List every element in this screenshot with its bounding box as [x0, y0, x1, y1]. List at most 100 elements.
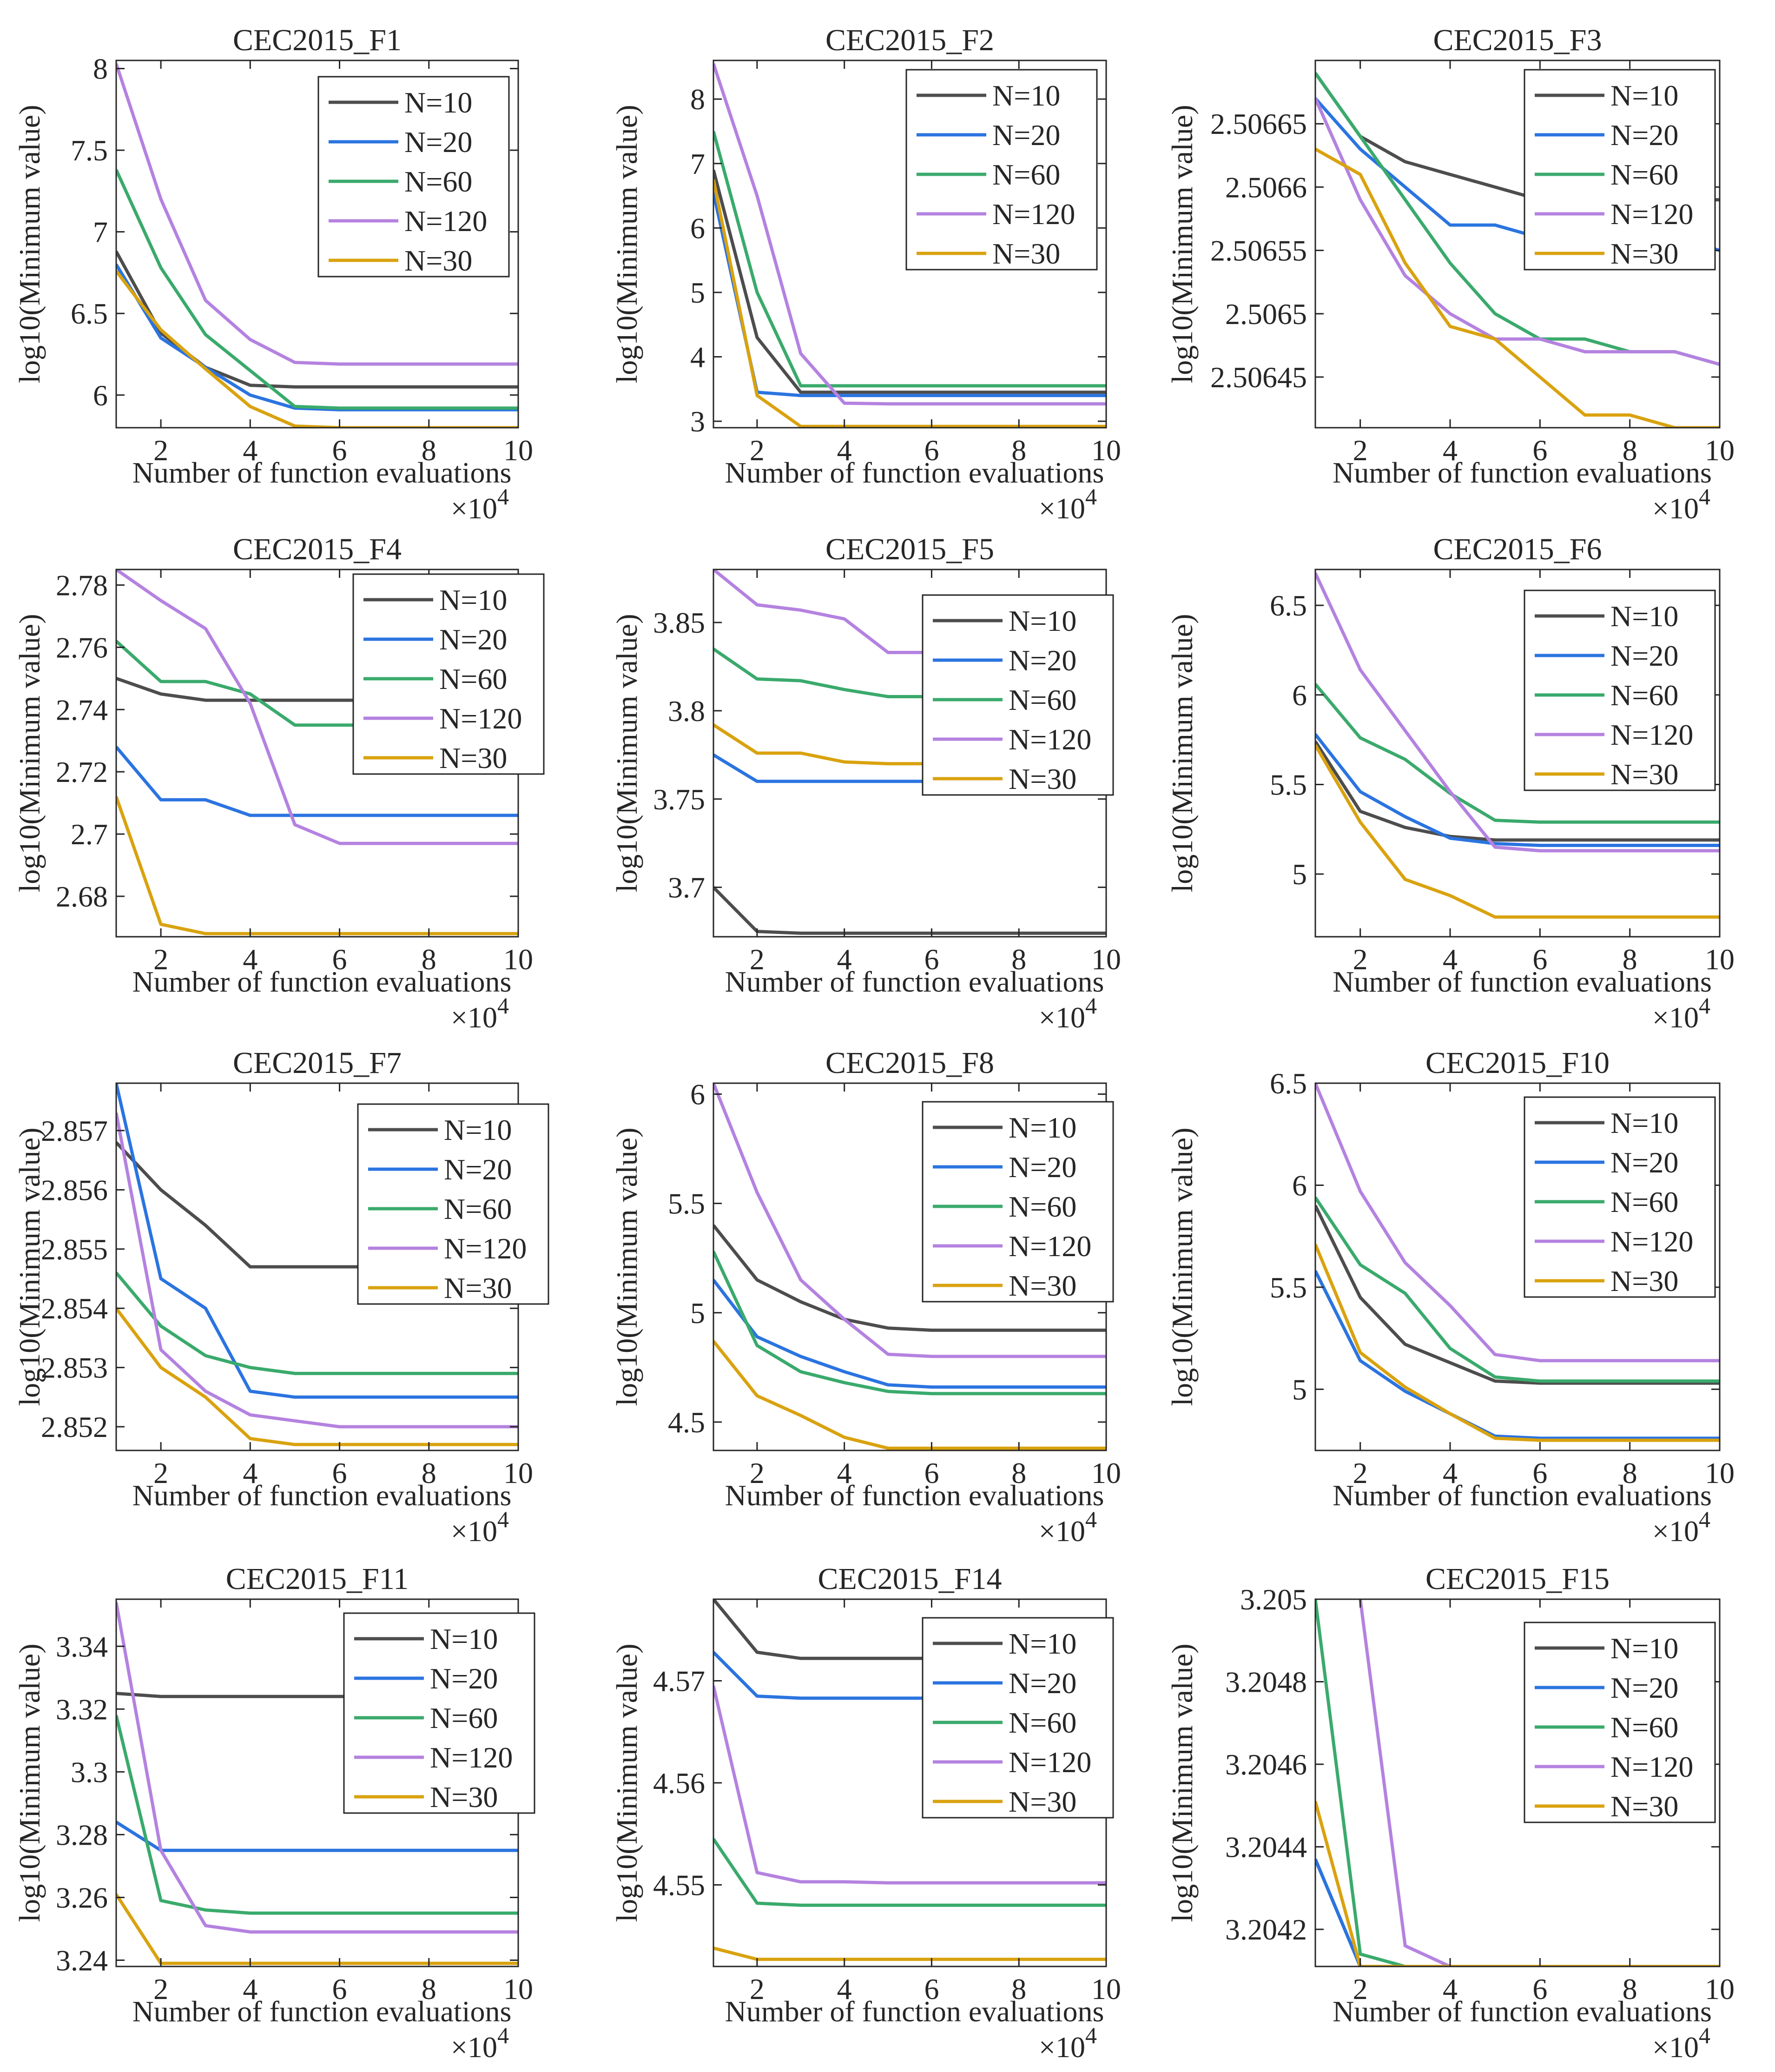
series-line-n-60 [116, 1271, 518, 1375]
x-tick-label: 10 [503, 434, 533, 467]
x-axis-label: Number of function evaluations [1333, 456, 1712, 489]
legend-label: N=120 [1610, 718, 1693, 751]
series-line-n-60 [713, 1838, 1106, 1907]
y-tick-label: 2.76 [56, 631, 108, 664]
y-tick-label: 3.3 [71, 1755, 108, 1788]
y-axis-label: log10(Minimum value) [610, 1643, 643, 1922]
legend-label: N=20 [1009, 1151, 1076, 1184]
y-axis-label: log10(Minimum value) [13, 1127, 46, 1406]
y-tick-label: 6.5 [1270, 589, 1307, 622]
legend-label: N=10 [1009, 1627, 1076, 1660]
y-axis-label: log10(Minimum value) [610, 105, 643, 383]
x-axis-label: Number of function evaluations [725, 1479, 1104, 1512]
y-tick-label: 2.856 [41, 1173, 108, 1206]
chart-title: CEC2015_F11 [226, 1562, 409, 1596]
series-line-n-60 [1315, 1196, 1720, 1383]
x-tick-label: 6 [1532, 1456, 1547, 1489]
legend-label: N=30 [1610, 1264, 1678, 1297]
legend-box [1524, 1622, 1716, 1823]
x-tick-label: 2 [750, 1973, 765, 2006]
x-tick-label: 2 [750, 1456, 765, 1489]
axes-box [1314, 1598, 1721, 1967]
legend-label: N=20 [1610, 119, 1678, 152]
subplot-11: CEC2015_F14 2 4 6 8 10 4.55 4.56 4.57 Number of f… [610, 1562, 1121, 2064]
legend-label: N=10 [1610, 79, 1678, 112]
y-axis-label: log10(Minimum value) [610, 1127, 643, 1406]
y-axis-label: log10(Minimum value) [1166, 1643, 1199, 1922]
chart-title: CEC2015_F14 [818, 1562, 1002, 1596]
series-line-n-30 [1315, 1244, 1720, 1442]
chart-title: CEC2015_F4 [233, 532, 402, 566]
y-tick-label: 6.5 [1270, 1067, 1307, 1100]
legend-box [1524, 69, 1716, 271]
y-tick-label: 3 [690, 405, 705, 438]
y-tick-label: 3.2048 [1225, 1666, 1307, 1699]
y-tick-label: 2.5065 [1225, 298, 1307, 331]
y-axis-label: log10(Minimum value) [1166, 1127, 1199, 1406]
chart-title: CEC2015_F10 [1425, 1046, 1610, 1080]
x-axis-multiplier: ×104 [451, 993, 509, 1034]
subplot-7: CEC2015_F7 2 4 6 8 10 2.852 2.853 2.854 2.855 2.85… [13, 1046, 549, 1548]
series-line-n-10 [1315, 1205, 1720, 1385]
y-tick-label: 5.5 [1270, 768, 1307, 801]
chart-title: CEC2015_F1 [233, 23, 402, 57]
y-tick-label: 4 [690, 341, 705, 374]
legend-label: N=120 [404, 205, 487, 238]
x-tick-label: 4 [1443, 434, 1458, 467]
subplot-4: CEC2015_F4 2 4 6 8 10 2.68 2.7 2.72 2.74 2.76 2.78 N… [13, 532, 545, 1034]
subplot-9: CEC2015_F10 2 4 6 8 10 5 5.5 6 6.5 Number of funct… [1166, 1046, 1735, 1548]
y-tick-label: 2.50655 [1210, 234, 1307, 267]
x-axis-multiplier: ×104 [1039, 2022, 1097, 2064]
y-tick-label: 3.24 [56, 1944, 108, 1977]
x-axis-label: Number of function evaluations [132, 965, 512, 998]
legend-label: N=120 [1009, 1746, 1091, 1779]
y-tick-label: 5 [690, 276, 705, 309]
legend-label: N=20 [444, 1153, 512, 1186]
legend-label: N=30 [1610, 237, 1678, 270]
x-tick-label: 2 [1353, 943, 1368, 976]
series-line-n-10 [1315, 1858, 1720, 1966]
legend-label: N=30 [992, 237, 1060, 270]
legend-label: N=20 [1610, 639, 1678, 672]
series-line-n-60 [1315, 683, 1720, 824]
subplot-5: CEC2015_F5 2 4 6 8 10 3.7 3.75 3.8 3.85 Number of … [610, 532, 1121, 1034]
series-line-n-30 [1315, 1801, 1720, 1966]
y-tick-label: 3.205 [1240, 1583, 1307, 1616]
legend-label: N=10 [444, 1113, 512, 1146]
y-tick-label: 5.5 [668, 1187, 705, 1220]
legend-label: N=10 [439, 583, 507, 616]
x-tick-label: 10 [1091, 1456, 1121, 1489]
legend-label: N=10 [992, 79, 1060, 112]
axes-box [115, 60, 519, 429]
y-tick-label: 6.5 [71, 297, 108, 330]
x-tick-label: 4 [837, 943, 852, 976]
x-tick-label: 2 [153, 434, 168, 467]
y-tick-label: 2.78 [56, 569, 108, 602]
series-line-n-20 [116, 746, 518, 817]
y-tick-label: 2.72 [56, 755, 108, 788]
legend-box [922, 1617, 1114, 1819]
x-tick-label: 2 [153, 1973, 168, 2006]
legend-label: N=60 [430, 1701, 498, 1734]
x-tick-label: 10 [1705, 1456, 1735, 1489]
y-tick-label: 2.50645 [1210, 361, 1307, 394]
legend-label: N=120 [1610, 198, 1693, 231]
series-line-n-10 [713, 1224, 1106, 1332]
chart-title: CEC2015_F15 [1425, 1562, 1610, 1596]
y-tick-label: 2.855 [41, 1233, 108, 1266]
chart-title: CEC2015_F2 [825, 23, 994, 57]
x-tick-label: 4 [1443, 943, 1458, 976]
x-tick-label: 6 [332, 1456, 347, 1489]
x-tick-label: 8 [1011, 434, 1026, 467]
y-tick-label: 7 [93, 216, 108, 249]
series-line-n-120 [116, 1112, 518, 1429]
y-tick-label: 3.34 [56, 1630, 108, 1663]
x-tick-label: 6 [1532, 434, 1547, 467]
y-tick-label: 8 [690, 83, 705, 116]
y-tick-label: 2.5066 [1225, 171, 1307, 204]
x-tick-label: 10 [503, 1456, 533, 1489]
legend-label: N=30 [404, 244, 472, 277]
x-tick-label: 4 [243, 1973, 257, 2006]
